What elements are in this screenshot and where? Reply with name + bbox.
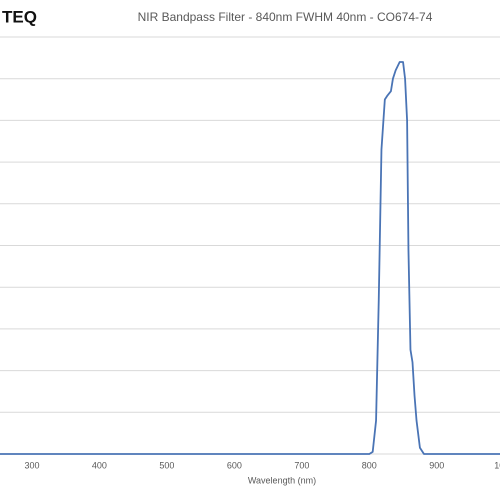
chart-title: NIR Bandpass Filter - 840nm FWHM 40nm - …	[138, 10, 433, 24]
x-axis-title: Wavelength (nm)	[248, 475, 316, 485]
x-tick-label: 400	[92, 460, 107, 470]
data-line	[0, 61, 500, 455]
x-tick-label: 700	[294, 460, 309, 470]
x-tick-label: 300	[24, 460, 39, 470]
x-tick-label: 500	[159, 460, 174, 470]
x-tick-label: 600	[227, 460, 242, 470]
logo: TEQ	[2, 7, 37, 26]
x-tick-label: 900	[429, 460, 444, 470]
x-tick-label: 1000	[494, 460, 500, 470]
x-tick-label: 800	[362, 460, 377, 470]
